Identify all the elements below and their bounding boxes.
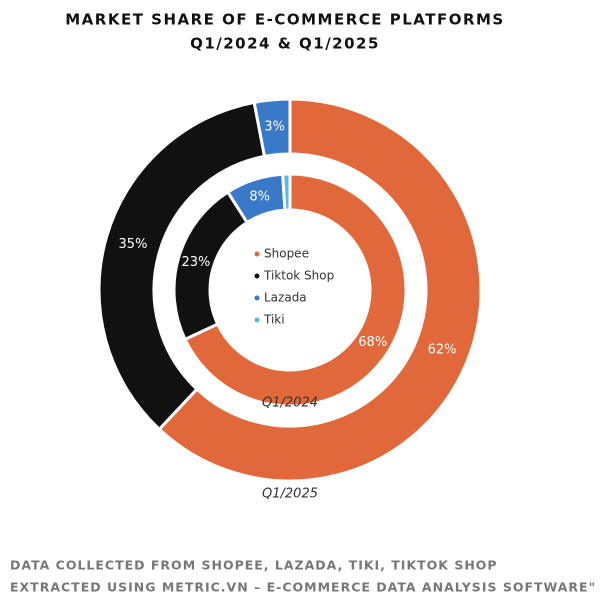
note: EXTRACTED USING METRIC.VN – E-COMMERCE D… <box>10 580 596 595</box>
note: DATA COLLECTED FROM SHOPEE, LAZADA, TIKI… <box>10 558 498 573</box>
legend-marker <box>254 273 260 279</box>
ring-label: Q1/2024 <box>262 396 318 411</box>
chart-subtitle: Q1/2024 & Q1/2025 <box>190 35 380 53</box>
legend-label: Tiki <box>263 313 285 327</box>
legend-label: Lazada <box>264 291 307 305</box>
data-label: 62% <box>428 343 457 358</box>
donut-slice <box>183 172 408 408</box>
legend-marker <box>254 317 260 323</box>
ring-label: Q1/2025 <box>262 487 318 502</box>
legend-label: Tiktok Shop <box>263 269 334 283</box>
legend-marker <box>254 251 260 257</box>
donut-slice <box>97 100 267 432</box>
legend-marker <box>254 295 260 301</box>
donut-slice <box>157 97 483 483</box>
chart-title: MARKET SHARE OF E-COMMERCE PLATFORMS <box>65 11 504 29</box>
data-label: 35% <box>119 237 148 252</box>
donut-slice <box>281 172 292 212</box>
data-label: 3% <box>264 120 285 135</box>
data-label: 68% <box>358 335 387 350</box>
legend-label: Shopee <box>264 247 309 261</box>
data-label: 23% <box>181 255 210 270</box>
data-label: 8% <box>249 189 270 204</box>
